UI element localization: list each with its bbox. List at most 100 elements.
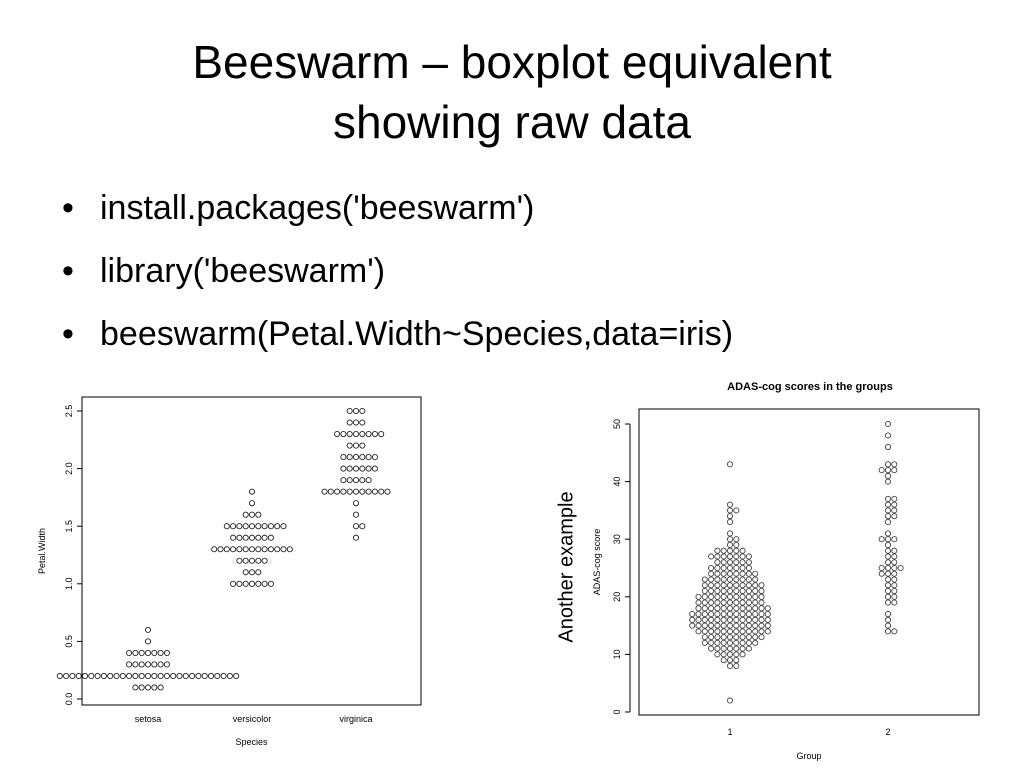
data-point: [714, 582, 721, 589]
data-point: [714, 570, 721, 577]
data-point: [739, 599, 746, 606]
data-point: [248, 546, 256, 553]
data-point: [758, 622, 765, 629]
data-point: [248, 557, 256, 564]
plot-frame: [638, 408, 980, 716]
data-point: [236, 534, 243, 541]
data-point: [891, 587, 898, 595]
data-point: [371, 454, 378, 461]
data-point: [726, 507, 734, 514]
data-point: [255, 580, 262, 587]
data-point: [182, 672, 189, 680]
data-point: [242, 557, 249, 564]
data-point: [157, 684, 164, 691]
x-category-label: virginica: [339, 714, 372, 724]
data-point: [255, 546, 262, 553]
data-point: [359, 407, 366, 415]
y-tick-label: 0.5: [64, 635, 74, 648]
y-tick-label: 1.0: [64, 578, 74, 591]
data-point: [764, 622, 771, 629]
data-point: [733, 605, 740, 612]
data-point: [695, 628, 702, 635]
data-point: [884, 564, 892, 572]
data-point: [891, 536, 898, 543]
data-point: [695, 599, 702, 606]
data-point: [726, 547, 734, 554]
data-point: [891, 547, 898, 554]
data-point: [236, 546, 243, 553]
data-point: [726, 559, 734, 566]
data-point: [255, 523, 262, 530]
data-point: [745, 634, 752, 641]
data-point: [255, 534, 262, 541]
data-point: [714, 599, 721, 606]
data-point: [346, 465, 353, 472]
data-point: [236, 523, 243, 530]
data-point: [726, 530, 734, 537]
data-point: [144, 684, 152, 691]
data-point: [157, 672, 164, 680]
data-point: [352, 465, 360, 472]
data-point: [378, 430, 385, 438]
data-point: [261, 523, 268, 530]
data-point: [733, 662, 740, 669]
data-point: [745, 576, 752, 583]
data-point: [708, 576, 715, 583]
data-point: [752, 576, 759, 583]
data-point: [708, 616, 715, 623]
data-point: [726, 662, 734, 669]
data-point: [132, 684, 139, 691]
data-point: [334, 488, 341, 495]
x-axis-label: Group: [796, 751, 821, 761]
data-point: [708, 639, 715, 646]
data-point: [884, 576, 892, 583]
data-point: [261, 580, 268, 587]
data-point: [708, 611, 715, 618]
data-point: [163, 649, 170, 656]
data-point: [726, 605, 734, 612]
data-point: [365, 465, 372, 472]
data-point: [714, 559, 721, 566]
y-axis-label: ADAS-cog score: [592, 529, 602, 596]
data-point: [752, 605, 759, 612]
data-point: [720, 582, 727, 589]
data-point: [891, 461, 898, 468]
data-point: [151, 672, 158, 680]
data-point: [726, 553, 734, 560]
data-point: [739, 651, 746, 658]
data-point: [745, 559, 752, 566]
data-point: [56, 672, 63, 680]
data-point: [151, 661, 158, 668]
data-point: [714, 651, 721, 658]
data-point: [189, 672, 196, 680]
data-point: [714, 611, 721, 618]
data-point: [352, 488, 360, 495]
data-point: [720, 593, 727, 600]
data-point: [884, 570, 892, 577]
data-point: [720, 634, 727, 641]
data-point: [223, 546, 230, 553]
data-point: [267, 580, 274, 587]
data-point: [242, 523, 249, 530]
data-point: [94, 672, 101, 680]
data-point: [726, 593, 734, 600]
data-point: [157, 649, 164, 656]
data-point: [884, 616, 892, 623]
y-tick-label: 40: [612, 477, 622, 487]
data-point: [359, 465, 366, 472]
data-point: [733, 651, 740, 658]
data-point: [758, 593, 765, 600]
data-point: [701, 582, 708, 589]
data-point: [720, 605, 727, 612]
data-point: [726, 518, 734, 525]
data-point: [230, 534, 237, 541]
data-point: [708, 553, 715, 560]
data-point: [884, 559, 892, 566]
data-point: [708, 634, 715, 641]
data-point: [758, 634, 765, 641]
data-point: [144, 638, 152, 645]
data-point: [720, 599, 727, 606]
data-point: [733, 564, 740, 572]
data-point: [126, 661, 133, 668]
data-point: [726, 639, 734, 646]
